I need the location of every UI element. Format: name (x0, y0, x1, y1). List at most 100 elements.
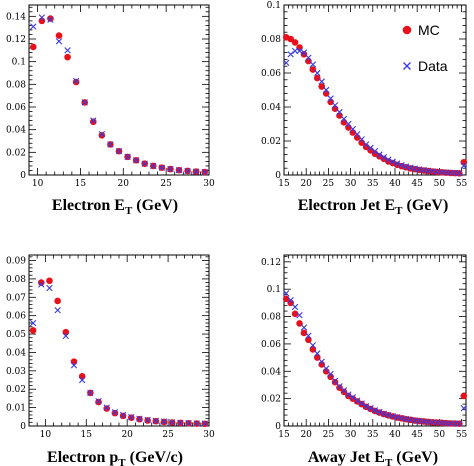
mc-point (327, 98, 334, 106)
plot-frame (28, 4, 210, 176)
data-point (305, 332, 312, 339)
mc-point (89, 118, 97, 126)
x-axis-label-subscript: T (395, 205, 403, 217)
data-point (46, 284, 53, 292)
chart-electron-jet-et: 15 20 25 30 35 40 45 50 55 0 0.02 0.04 0.06 0.08 0.1 El… (261, 1, 468, 217)
mc-point (38, 17, 46, 25)
mc-point (54, 297, 61, 305)
y-tick-label: 0 (20, 422, 26, 432)
y-tick-label: 0.1 (267, 1, 281, 11)
data-point (175, 166, 183, 174)
data-point (136, 415, 143, 422)
data-point (327, 370, 334, 378)
x-tick-label: 30 (203, 430, 215, 440)
x-tick-label: 25 (323, 179, 335, 189)
legend-data-marker (403, 62, 411, 70)
x-tick-label: 20 (300, 179, 312, 189)
data-point (78, 376, 86, 384)
data-point (322, 365, 330, 372)
series-data (283, 290, 467, 427)
data-point (132, 157, 140, 164)
data-point (70, 362, 78, 369)
data-point (115, 148, 123, 155)
data-point (72, 77, 80, 85)
y-tick-label: 0.08 (6, 275, 26, 285)
x-axis-label: Away Jet ET (GeV) (308, 449, 438, 466)
y-tick-label: 0 (20, 171, 26, 181)
mc-point (29, 327, 37, 334)
data-point (305, 54, 312, 61)
data-point (62, 332, 70, 340)
x-tick-label: 25 (160, 179, 172, 189)
data-point (177, 419, 184, 426)
y-tick-label: 0.02 (6, 385, 26, 395)
data-point (331, 102, 339, 109)
legend-mc-marker (402, 25, 412, 35)
series-data (283, 47, 467, 177)
data-point (47, 16, 54, 23)
mc-point (318, 83, 326, 90)
mc-point (29, 43, 37, 51)
plot-frame (28, 254, 210, 427)
mc-point (340, 388, 348, 396)
mc-point (46, 277, 53, 285)
data-point (150, 162, 157, 170)
data-point (349, 394, 356, 401)
mc-point (47, 15, 54, 22)
data-point (291, 303, 299, 311)
data-point (38, 14, 46, 21)
chart-away-jet-et: 15 20 25 30 35 40 45 50 55 0 0.02 0.04 0.06 0.08 0.1 0.… (261, 254, 468, 466)
data-point (367, 144, 374, 151)
data-point (376, 151, 383, 158)
data-point (318, 358, 325, 365)
data-point (287, 51, 294, 58)
data-point (185, 419, 192, 427)
data-point (300, 49, 308, 56)
x-tick-label: 40 (389, 430, 401, 440)
series-mc (282, 295, 468, 427)
legend: MC Data (402, 22, 448, 74)
data-point (141, 160, 148, 167)
mc-point (95, 398, 102, 406)
data-point (158, 164, 166, 171)
data-point (201, 168, 208, 176)
x-tick-label: 20 (300, 430, 312, 440)
mc-point (37, 279, 45, 286)
data-point (367, 405, 374, 412)
data-point (287, 296, 294, 304)
data-point (380, 153, 388, 161)
data-point (460, 162, 467, 169)
y-tick-label: 0.14 (6, 12, 26, 22)
x-tick-label: 25 (162, 430, 174, 440)
y-tick-label: 0.12 (261, 258, 281, 268)
data-point (300, 324, 308, 331)
x-axis-label: Electron Jet ET (GeV) (298, 197, 449, 217)
data-point (167, 165, 174, 173)
x-tick-label: 15 (278, 430, 290, 440)
y-tick-label: 0.1 (267, 285, 281, 295)
x-axis-label-main: Electron Jet E (298, 197, 395, 214)
data-point (309, 342, 317, 349)
data-point (54, 306, 61, 314)
series-data (29, 281, 209, 427)
y-tick-label: 0.1 (12, 58, 26, 68)
y-tick-label: 0.01 (6, 404, 26, 414)
y-tick-label: 0.06 (261, 69, 281, 79)
y-tick-label: 0.08 (261, 35, 281, 45)
mc-point (78, 373, 86, 380)
y-tick-label: 0.04 (6, 126, 26, 136)
data-point (345, 391, 352, 398)
y-tick-label: 0.04 (261, 103, 281, 113)
data-point (309, 61, 317, 68)
data-point (296, 312, 303, 319)
data-point (55, 38, 63, 45)
x-tick-label: 10 (32, 179, 44, 189)
data-point (95, 397, 102, 405)
series-data (30, 14, 208, 176)
y-tick-label: 0.06 (6, 103, 26, 113)
data-point (354, 131, 361, 138)
data-point (119, 411, 127, 419)
data-point (30, 23, 37, 30)
data-point (64, 47, 71, 54)
